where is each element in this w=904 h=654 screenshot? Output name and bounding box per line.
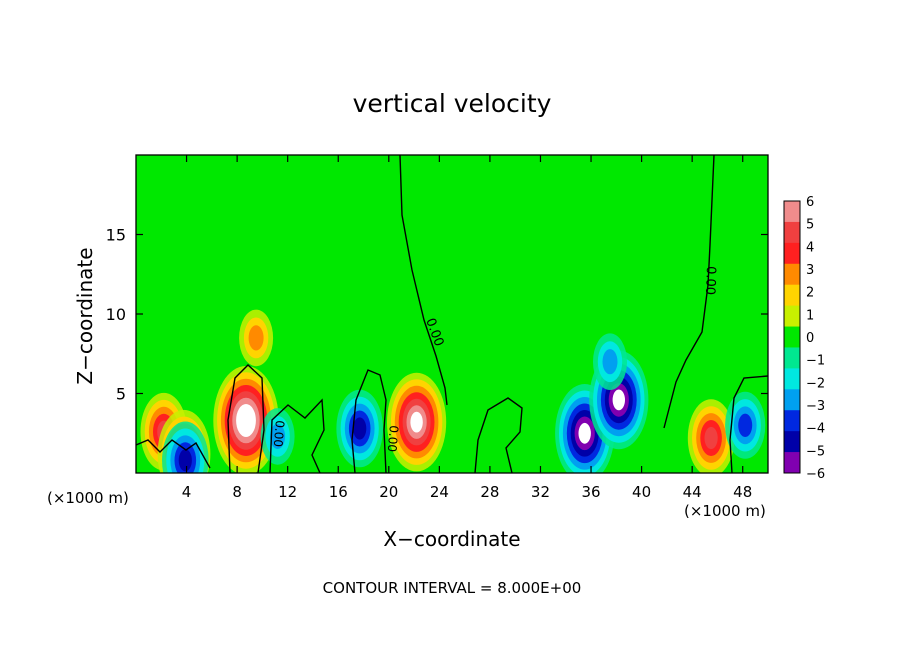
colorbar-label: 6 bbox=[806, 195, 814, 210]
colorbar-swatch bbox=[784, 410, 800, 432]
x-tick-label: 32 bbox=[531, 483, 550, 501]
colorbar-swatch bbox=[784, 389, 800, 411]
colorbar-swatch bbox=[784, 347, 800, 369]
colorbar-swatch bbox=[784, 221, 800, 244]
field-feature-2-level-5 bbox=[178, 449, 192, 472]
x-tick-label: 4 bbox=[182, 483, 192, 501]
y-tick-label: 15 bbox=[106, 226, 126, 245]
colorbar-label: −2 bbox=[806, 376, 825, 391]
colorbar-swatch bbox=[784, 431, 800, 453]
colorbar-label: 1 bbox=[806, 308, 814, 323]
colorbar-label: −1 bbox=[806, 354, 825, 369]
zero-contour-line bbox=[399, 155, 448, 406]
colorbar-frame bbox=[783, 200, 801, 474]
field-feature-8-level-7 bbox=[578, 422, 591, 444]
field-feature-9-level-7 bbox=[612, 389, 625, 411]
x-tick-label: 8 bbox=[232, 483, 242, 501]
zero-contour-line bbox=[269, 398, 325, 473]
colorbar-label: 2 bbox=[806, 286, 814, 301]
zero-contour-line bbox=[474, 397, 523, 473]
zero-contour-line bbox=[351, 369, 387, 473]
contour-interval-note: CONTOUR INTERVAL = 8.000E+00 bbox=[323, 579, 582, 597]
field-feature-7-level-7 bbox=[410, 411, 423, 433]
y-axis: 5 10 15 bbox=[106, 226, 768, 404]
colorbar-label: −3 bbox=[806, 399, 825, 414]
contour-label: 0.00 bbox=[271, 420, 287, 448]
zero-contour-line bbox=[663, 155, 715, 429]
y-tick-label: 10 bbox=[106, 305, 126, 324]
colorbar-label: 5 bbox=[806, 218, 814, 233]
colorbar-swatch bbox=[784, 305, 800, 327]
colorbar-label: −4 bbox=[806, 422, 825, 437]
field-feature-4-level-3 bbox=[248, 325, 264, 351]
x-unit-label-left: (×1000 m) bbox=[47, 489, 129, 507]
field-feature-10-level-3 bbox=[602, 349, 618, 375]
contour-label: 0.00 bbox=[702, 266, 718, 295]
contour-label: 0.00 bbox=[385, 425, 401, 453]
field-feature-12-level-4 bbox=[738, 413, 753, 437]
x-tick-label: 48 bbox=[733, 483, 752, 501]
x-axis: 4 8 12 16 20 24 28 32 36 40 44 48 bbox=[182, 155, 752, 501]
field-feature-6-level-5 bbox=[353, 417, 367, 440]
x-tick-label: 40 bbox=[632, 483, 651, 501]
x-tick-label: 28 bbox=[480, 483, 499, 501]
colorbar-swatch bbox=[784, 201, 800, 223]
colorbar-swatch bbox=[784, 368, 800, 390]
field-feature-11-level-5 bbox=[704, 426, 718, 450]
zero-contour-line bbox=[729, 375, 768, 473]
colorbar: 6 5 4 3 2 1 0 −1 −2 −3 −4 −5 −6 bbox=[783, 195, 825, 482]
y-axis-label: Z−coordinate bbox=[73, 247, 97, 384]
x-unit-label-right: (×1000 m) bbox=[684, 502, 766, 520]
zero-contours bbox=[136, 155, 768, 473]
zero-contour-line bbox=[227, 364, 265, 473]
field-feature-3-level-8 bbox=[239, 410, 253, 431]
x-tick-label: 24 bbox=[430, 483, 449, 501]
x-tick-label: 36 bbox=[581, 483, 600, 501]
colorbar-swatch bbox=[784, 326, 800, 348]
x-tick-label: 44 bbox=[683, 483, 702, 501]
colorbar-label: −6 bbox=[806, 467, 825, 482]
colorbar-swatch bbox=[784, 452, 800, 474]
colorbar-swatch bbox=[784, 263, 800, 286]
zero-contour-line bbox=[136, 439, 211, 469]
y-tick-label: 5 bbox=[116, 385, 126, 404]
chart-title: vertical velocity bbox=[353, 89, 552, 118]
colorbar-label: 0 bbox=[806, 331, 814, 346]
colorbar-swatch bbox=[784, 284, 800, 307]
colorbar-swatch bbox=[784, 242, 800, 265]
x-tick-label: 12 bbox=[278, 483, 297, 501]
colorbar-label: 3 bbox=[806, 263, 814, 278]
x-tick-label: 20 bbox=[379, 483, 398, 501]
x-axis-label: X−coordinate bbox=[383, 527, 520, 551]
field-feature-5-level-3 bbox=[270, 423, 286, 449]
colorbar-label: 4 bbox=[806, 240, 814, 255]
x-tick-label: 16 bbox=[329, 483, 348, 501]
colorbar-label: −5 bbox=[806, 444, 825, 459]
